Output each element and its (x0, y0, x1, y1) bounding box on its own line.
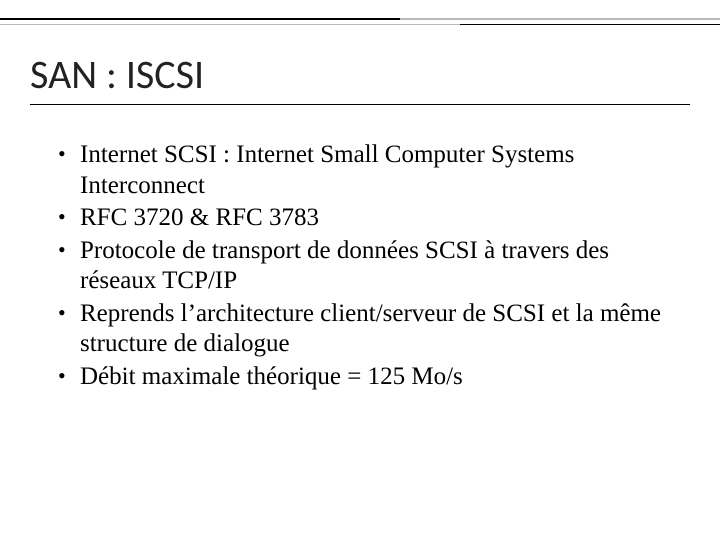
slide: SAN : ISCSI Internet SCSI : Internet Sma… (0, 0, 720, 540)
list-item-text: RFC 3720 & RFC 3783 (80, 204, 319, 231)
slide-title: SAN : ISCSI (30, 50, 204, 99)
list-item-text: Protocole de transport de données SCSI à… (80, 237, 609, 295)
title-underline (30, 104, 690, 105)
rule-segment (400, 18, 720, 20)
list-item: Protocole de transport de données SCSI à… (58, 236, 680, 297)
list-item: Débit maximale théorique = 125 Mo/s (58, 362, 680, 393)
list-item-text: Débit maximale théorique = 125 Mo/s (80, 363, 463, 390)
slide-body: Internet SCSI : Internet Small Computer … (58, 140, 680, 394)
rule-segment (0, 18, 400, 20)
rule-segment (0, 24, 460, 25)
list-item-text: Internet SCSI : Internet Small Computer … (80, 141, 574, 199)
top-decorative-rule (0, 18, 720, 34)
list-item: Reprends l’architecture client/serveur d… (58, 299, 680, 360)
list-item: RFC 3720 & RFC 3783 (58, 203, 680, 234)
bullet-list: Internet SCSI : Internet Small Computer … (58, 140, 680, 392)
list-item: Internet SCSI : Internet Small Computer … (58, 140, 680, 201)
rule-segment (460, 24, 720, 25)
list-item-text: Reprends l’architecture client/serveur d… (80, 300, 661, 358)
